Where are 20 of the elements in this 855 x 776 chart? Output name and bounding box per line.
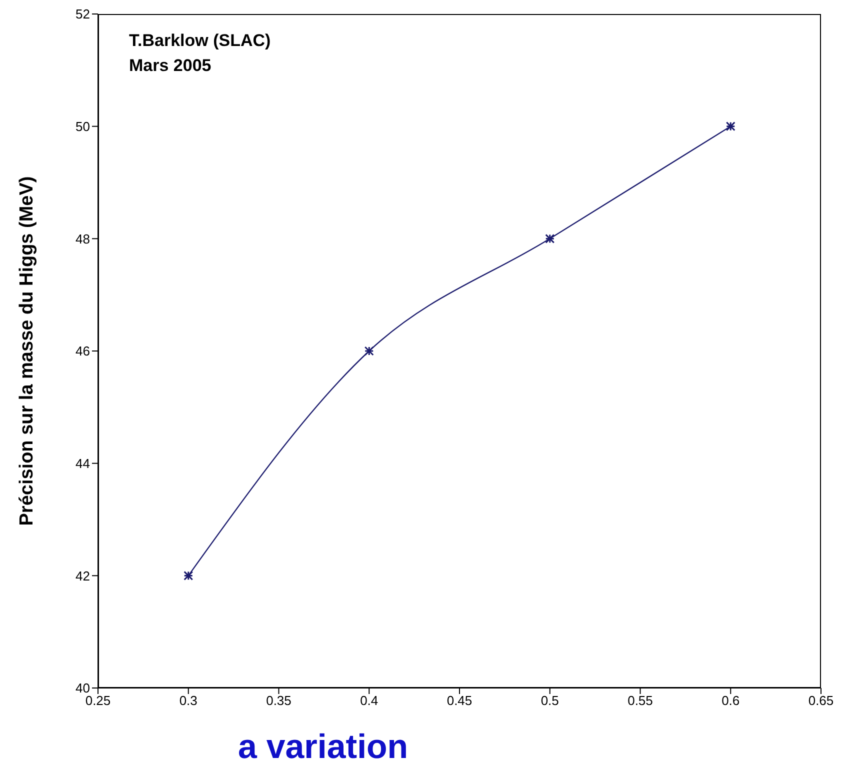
x-tick-label: 0.5 [540,693,559,708]
y-axis-title: Précision sur la masse du Higgs (MeV) [16,176,38,526]
x-axis-title: a variation [238,728,410,767]
y-tick-label: 48 [76,231,90,246]
x-tick-label: 0.4 [360,693,378,708]
y-tick-label: 44 [76,456,90,471]
x-tick-label: 0.35 [266,693,292,708]
y-tick-label: 52 [76,6,90,22]
y-tick-label: 46 [76,344,90,359]
y-tick-label: 42 [76,568,90,584]
x-tick-label: 0.65 [808,693,834,708]
annotation: Mars 2005 [129,56,212,76]
annotation: T.Barklow (SLAC) [129,31,271,51]
x-tick-label: 0.55 [628,693,653,708]
x-tick-label: 0.45 [446,693,472,708]
y-tick-label: 40 [76,680,90,696]
x-tick-label: 0.6 [722,693,740,708]
x-tick-label: 0.25 [85,693,111,708]
y-tick-label: 50 [76,118,90,134]
x-tick-label: 0.3 [179,693,198,708]
